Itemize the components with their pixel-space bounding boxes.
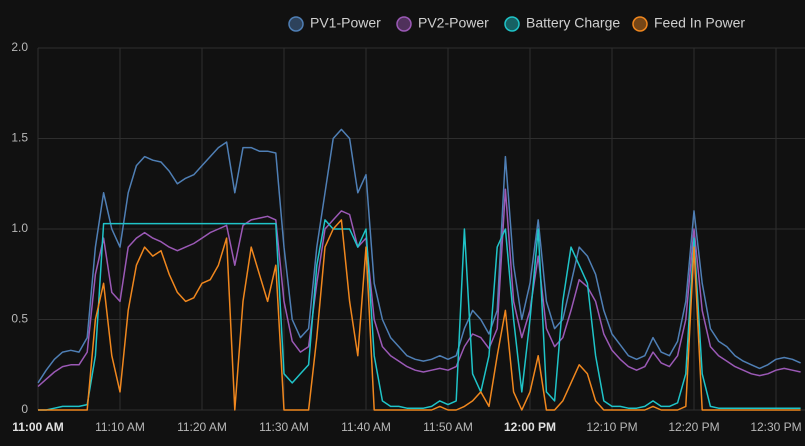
- x-tick-label: 11:50 AM: [423, 420, 473, 434]
- x-tick-label: 12:00 PM: [504, 420, 556, 434]
- series-line: [37, 188, 801, 388]
- legend-label: PV2-Power: [418, 15, 489, 31]
- legend-swatch: [288, 16, 304, 32]
- legend-item[interactable]: Battery Charge: [504, 15, 620, 32]
- x-tick-label: 11:10 AM: [95, 420, 145, 434]
- legend-item[interactable]: PV1-Power: [288, 15, 381, 32]
- x-tick-label: 11:30 AM: [259, 420, 309, 434]
- x-tick-label: 11:20 AM: [177, 420, 227, 434]
- x-tick-label: 11:00 AM: [12, 420, 64, 434]
- y-tick-label: 1.5: [11, 131, 28, 145]
- y-tick-label: 0.5: [11, 312, 28, 326]
- legend-item[interactable]: Feed In Power: [632, 15, 745, 32]
- x-tick-label: 12:10 PM: [586, 420, 637, 434]
- x-tick-label: 12:30 PM: [750, 420, 801, 434]
- legend-label: PV1-Power: [310, 15, 381, 31]
- legend: PV1-Power PV2-Power Battery Charge Feed In …: [288, 15, 745, 32]
- y-tick-label: 1.0: [11, 221, 28, 235]
- legend-label: Feed In Power: [654, 15, 745, 31]
- series-line: [38, 219, 801, 411]
- x-tick-label: 12:20 PM: [668, 420, 719, 434]
- legend-item[interactable]: PV2-Power: [396, 15, 489, 32]
- series-line: [37, 128, 801, 384]
- legend-swatch: [396, 16, 412, 32]
- legend-label: Battery Charge: [526, 15, 620, 31]
- series-line: [38, 219, 801, 411]
- y-tick-label: 0: [21, 402, 28, 416]
- y-tick-label: 2.0: [11, 40, 28, 54]
- x-tick-label: 11:40 AM: [341, 420, 391, 434]
- legend-swatch: [632, 16, 648, 32]
- legend-swatch: [504, 16, 520, 32]
